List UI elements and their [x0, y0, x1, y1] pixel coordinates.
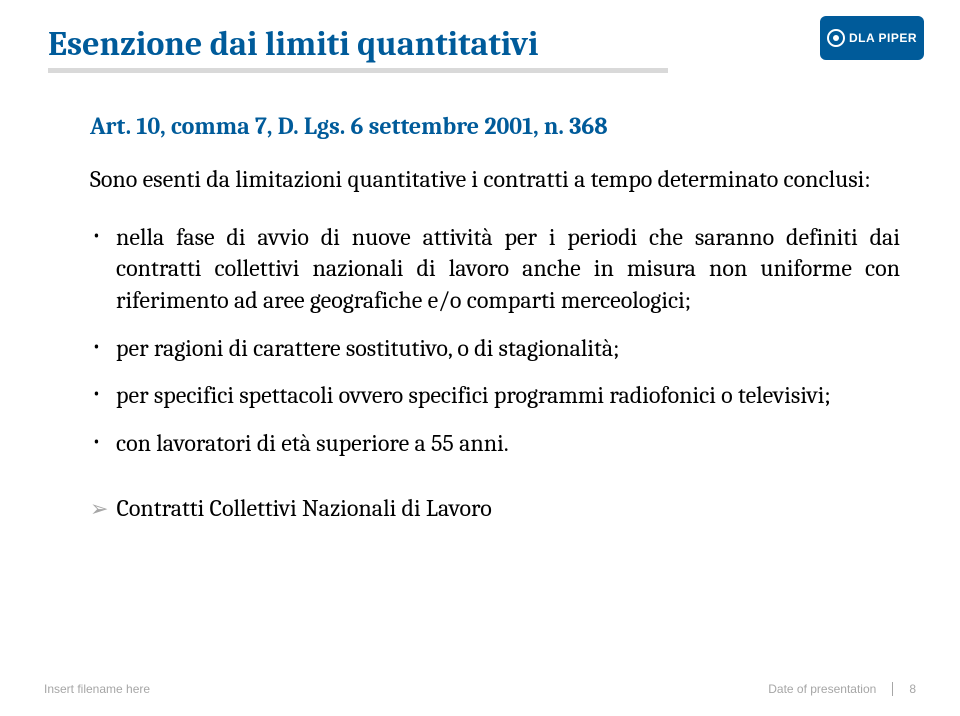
list-item: con lavoratori di età superiore a 55 ann… — [90, 428, 900, 460]
footer-right: Date of presentation 8 — [768, 682, 916, 696]
list-item: per ragioni di carattere sostitutivo, o … — [90, 333, 900, 365]
footnote: ➢ Contratti Collettivi Nazionali di Lavor… — [90, 494, 900, 522]
lead-text: Sono esenti da limitazioni quantitative … — [90, 164, 900, 196]
slide-title: Esenzione dai limiti quantitativi — [48, 24, 539, 64]
brand-logo: DLA PIPER — [820, 16, 924, 60]
bullet-list: nella fase di avvio di nuove attività pe… — [90, 222, 900, 460]
title-area: Esenzione dai limiti quantitativi — [48, 24, 539, 64]
footer: Insert filename here Date of presentatio… — [44, 682, 916, 696]
arrow-icon: ➢ — [90, 496, 108, 522]
list-item: nella fase di avvio di nuove attività pe… — [90, 222, 900, 317]
footer-filename: Insert filename here — [44, 682, 150, 696]
footer-page-number: 8 — [909, 682, 916, 696]
title-underline — [48, 68, 668, 73]
content-area: Art. 10, comma 7, D. Lgs. 6 settembre 20… — [90, 112, 900, 522]
footer-separator — [892, 682, 893, 696]
logo-text: DLA PIPER — [849, 31, 917, 45]
subtitle: Art. 10, comma 7, D. Lgs. 6 settembre 20… — [90, 112, 900, 140]
logo-icon — [827, 29, 845, 47]
slide: Esenzione dai limiti quantitativi DLA PI… — [0, 0, 960, 716]
footnote-text: Contratti Collettivi Nazionali di Lavoro — [116, 494, 491, 522]
list-item: per specifici spettacoli ovvero specific… — [90, 380, 900, 412]
footer-date: Date of presentation — [768, 682, 876, 696]
